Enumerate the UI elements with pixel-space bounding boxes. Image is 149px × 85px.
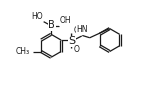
Text: OH: OH bbox=[60, 16, 71, 25]
Text: S: S bbox=[68, 36, 76, 46]
Text: CH₃: CH₃ bbox=[15, 47, 30, 56]
Text: HO: HO bbox=[31, 12, 42, 21]
Text: O: O bbox=[74, 26, 80, 35]
Text: HN: HN bbox=[77, 25, 88, 34]
Text: O: O bbox=[74, 45, 80, 54]
Text: B: B bbox=[48, 20, 55, 30]
